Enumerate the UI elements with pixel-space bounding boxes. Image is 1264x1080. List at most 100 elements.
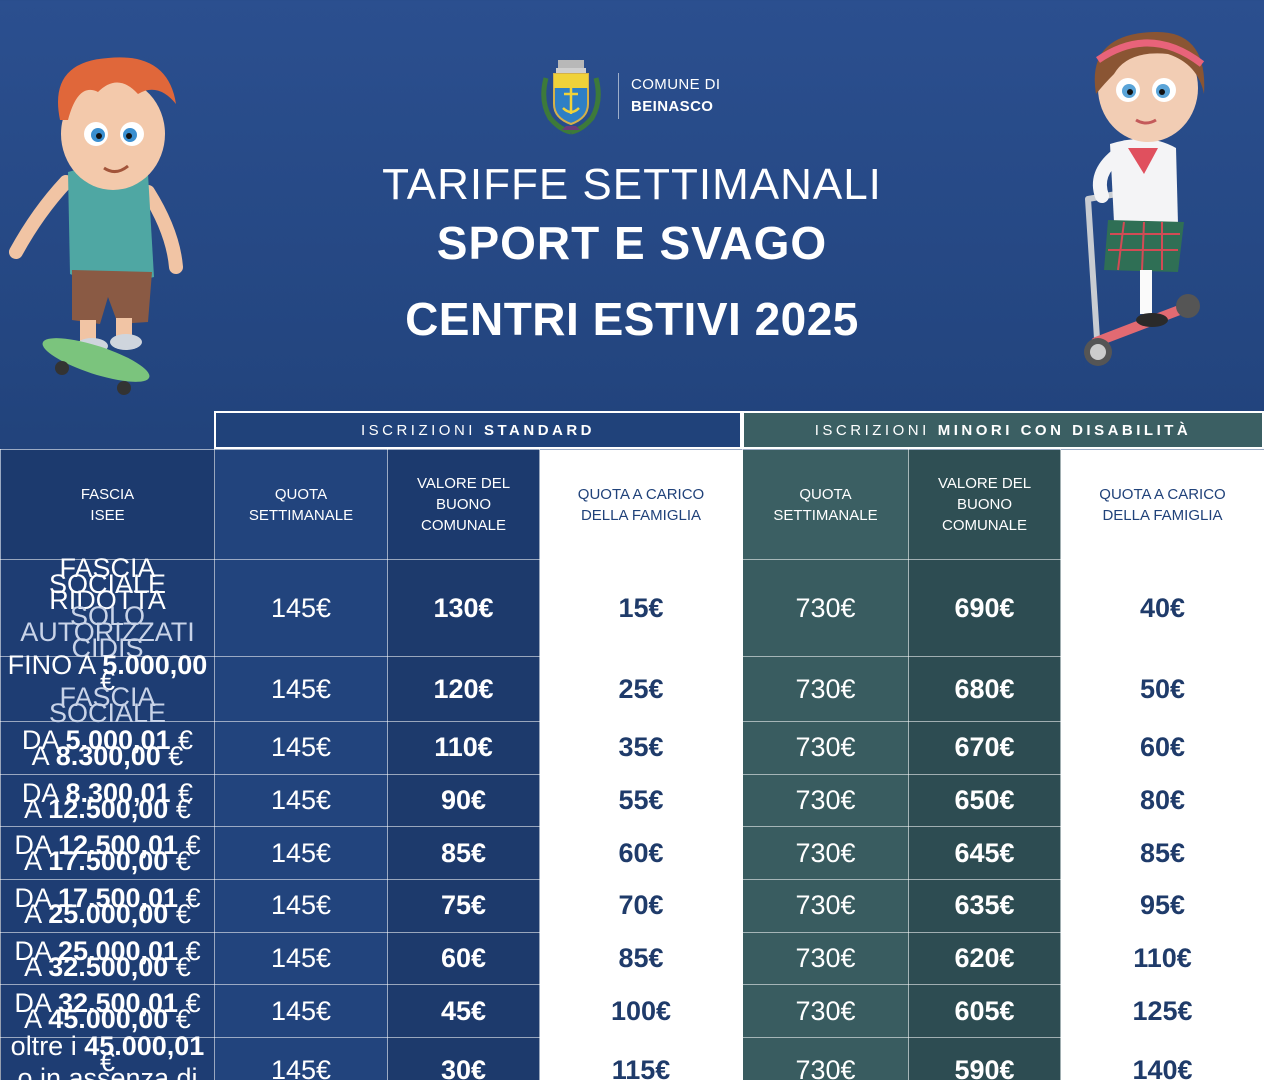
cell-quota: 145€ [214, 721, 388, 775]
col-header-fascia: FASCIA ISEE [0, 449, 215, 560]
cell-famiglia-disability: 80€ [1060, 773, 1264, 828]
col-header-fascia-l2: ISEE [90, 506, 125, 524]
fascia-amount: 12.500,01 [57, 830, 179, 861]
cell-famiglia-disability: 50€ [1060, 656, 1264, 722]
cell-famiglia: 35€ [539, 721, 743, 775]
col-header-famiglia-disability: QUOTA A CARICO DELLA FAMIGLIA [1060, 449, 1264, 560]
cell-fascia: DA 32.500,01 € A 45.000,00 € [0, 984, 215, 1039]
cell-buono-disability: 680€ [908, 656, 1061, 722]
col-header-famiglia-l1: QUOTA A CARICO [577, 485, 705, 503]
fascia-line-2: FASCIA SOCIALE [48, 682, 167, 728]
cell-quota-disability: 730€ [742, 879, 909, 933]
table-row: DA 32.500,01 € A 45.000,00 € 145€ 45€ 10… [0, 984, 1264, 1039]
cell-quota: 145€ [214, 984, 388, 1039]
fascia-prefix: A [24, 846, 49, 877]
group-standard-prefix: ISCRIZIONI [360, 421, 476, 439]
brand-text: COMUNE DI BEINASCO [631, 74, 720, 118]
fascia-suffix: € [168, 793, 191, 824]
cell-buono: 120€ [387, 656, 540, 722]
cell-quota: 145€ [214, 931, 388, 986]
fascia-line-2: SOLO AUTORIZZATI CIDIS [20, 601, 195, 663]
col-header-famiglia-d-l2: DELLA FAMIGLIA [1102, 506, 1223, 524]
cell-famiglia-disability: 140€ [1060, 1037, 1264, 1080]
cell-buono-disability: 620€ [908, 931, 1061, 986]
cell-buono-disability: 635€ [908, 879, 1061, 933]
cell-famiglia: 55€ [539, 773, 743, 828]
logo-divider [618, 73, 619, 119]
fascia-line-1: DA 25.000,01 € [7, 937, 208, 964]
cell-fascia: DA 25.000,01 € A 32.500,00 € [0, 931, 215, 986]
cell-famiglia: 70€ [539, 879, 743, 933]
fascia-line-2: A 12.500,00 € [7, 795, 208, 822]
title-line-2: SPORT E SVAGO [436, 217, 828, 269]
cell-buono: 130€ [387, 559, 540, 657]
cell-fascia: FASCIA SOCIALE RIDOTTA SOLO AUTORIZZATI … [0, 553, 215, 663]
col-header-buono-d-l3: COMUNALE [941, 517, 1027, 534]
fascia-line-1: DA 32.500,01 € [7, 990, 208, 1017]
cell-buono: 110€ [387, 721, 540, 775]
fascia-line-2: A 17.500,00 € [7, 848, 208, 875]
cell-famiglia: 15€ [539, 559, 743, 657]
col-header-fascia-l1: FASCIA [80, 485, 135, 503]
cell-quota-disability: 730€ [742, 559, 909, 657]
municipality-logo: COMUNE DI BEINASCO [536, 56, 720, 136]
fascia-amount: 32.500,01 [57, 988, 179, 1019]
cell-buono: 60€ [387, 931, 540, 986]
table-header-row: FASCIA ISEE QUOTA SETTIMANALE VALORE DEL… [0, 449, 1264, 560]
fascia-line-2: o in assenza di ISEE [17, 1063, 198, 1080]
fascia-prefix: DA [14, 830, 58, 861]
cell-famiglia: 100€ [539, 984, 743, 1039]
cell-famiglia-disability: 40€ [1060, 559, 1264, 657]
fascia-suffix: € [168, 1004, 191, 1035]
cell-quota-disability: 730€ [742, 931, 909, 986]
scooter-girl-illustration [1084, 31, 1205, 366]
col-header-quota-l1: QUOTA [274, 485, 328, 503]
fascia-line-2: A 8.300,00 € [7, 742, 208, 769]
fascia-line-1: FASCIA SOCIALE RIDOTTA [48, 553, 167, 615]
fascia-amount: 45.000,00 [48, 1004, 169, 1035]
fascia-prefix: DA [14, 882, 58, 913]
fascia-suffix: € [99, 1047, 116, 1078]
fascia-line-1: oltre i 45.000,01 € [7, 1033, 208, 1076]
cell-quota-disability: 730€ [742, 773, 909, 828]
col-header-quota-disability: QUOTA SETTIMANALE [742, 449, 909, 560]
title-line-1: TARIFFE SETTIMANALI [382, 160, 882, 209]
fascia-line-1: DA 17.500,01 € [7, 884, 208, 911]
cell-fascia: DA 5.000,01 € A 8.300,00 € [0, 721, 215, 775]
cell-famiglia-disability: 110€ [1060, 931, 1264, 986]
col-header-famiglia-d-l1: QUOTA A CARICO [1099, 485, 1226, 503]
fascia-amount: 5.000,01 [65, 724, 171, 755]
fascia-line-2: A 32.500,00 € [7, 953, 208, 980]
fascia-line-1: DA 12.500,01 € [7, 832, 208, 859]
cell-quota: 145€ [214, 656, 388, 722]
fascia-amount: 8.300,00 [55, 740, 161, 771]
cell-buono-disability: 590€ [908, 1037, 1061, 1080]
col-header-quota-d-l2: SETTIMANALE [773, 506, 878, 524]
fascia-line-2: A 25.000,00 € [7, 900, 208, 927]
fascia-prefix: A [31, 740, 56, 771]
table-row: DA 25.000,01 € A 32.500,00 € 145€ 60€ 85… [0, 931, 1264, 986]
col-header-quota-l2: SETTIMANALE [248, 506, 354, 524]
fascia-amount: 25.000,01 [57, 935, 179, 966]
title-line-3: CENTRI ESTIVI 2025 [405, 293, 859, 345]
col-header-buono-d-l1: VALORE DEL [937, 475, 1032, 492]
brand-line-2: BEINASCO [631, 98, 714, 115]
cell-buono-disability: 650€ [908, 773, 1061, 828]
col-header-quota: QUOTA SETTIMANALE [214, 449, 388, 560]
table-row: DA 8.300,01 € A 12.500,00 € 145€ 90€ 55€… [0, 773, 1264, 828]
fascia-line-2: A 45.000,00 € [7, 1006, 208, 1033]
skateboard-boy-illustration [9, 57, 183, 395]
fascia-prefix: A [24, 951, 49, 982]
table-row: DA 12.500,01 € A 17.500,00 € 145€ 85€ 60… [0, 826, 1264, 881]
cell-fascia: FINO A 5.000,00 € FASCIA SOCIALE [0, 652, 215, 728]
municipal-crest-icon [541, 60, 601, 135]
cell-quota-disability: 730€ [742, 721, 909, 775]
cell-buono: 45€ [387, 984, 540, 1039]
cell-quota: 145€ [214, 826, 388, 881]
table-row: FASCIA SOCIALE RIDOTTA SOLO AUTORIZZATI … [0, 553, 1264, 663]
cell-quota-disability: 730€ [742, 1037, 909, 1080]
fascia-prefix: A [24, 898, 49, 929]
cell-buono: 30€ [387, 1037, 540, 1080]
cell-quota: 145€ [214, 1037, 388, 1080]
fascia-amount: 5.000,00 [102, 650, 208, 680]
